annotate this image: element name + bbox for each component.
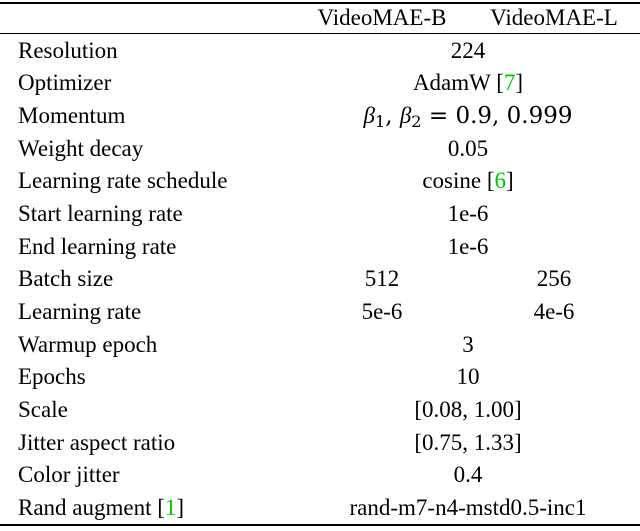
table-header-row: VideoMAE-B VideoMAE-L <box>0 0 640 34</box>
citation-link[interactable]: 6 <box>494 168 507 194</box>
row-name: Epochs <box>18 364 86 390</box>
row-value: 0.05 <box>447 135 489 161</box>
row-name: Learning rate <box>18 299 142 325</box>
table-row: Color jitter 0.4 <box>0 459 640 492</box>
row-value: [0.08, 1.00] <box>414 397 522 423</box>
row-value: 224 <box>450 37 486 63</box>
row-value: rand-m7-n4-mstd0.5-inc1 <box>349 495 587 521</box>
header-videomae-l: VideoMAE-L <box>490 5 618 30</box>
row-value-l: 256 <box>536 266 572 292</box>
header-videomae-b: VideoMAE-B <box>317 5 447 30</box>
row-value-l: 4e-6 <box>533 299 575 325</box>
table-row: Optimizer AdamW [7] <box>0 67 640 100</box>
table-row: Epochs 10 <box>0 361 640 394</box>
citation-link[interactable]: 1 <box>164 495 177 521</box>
row-name: Start learning rate <box>18 201 183 227</box>
table-row: Learning rate 5e-6 4e-6 <box>0 295 640 328</box>
row-name: Rand augment <box>18 495 152 521</box>
row-name: Learning rate schedule <box>18 168 228 194</box>
math-expression: β1, β2 = 0.9, 0.999 <box>363 102 573 131</box>
header-blank <box>0 0 296 34</box>
row-value-b: 5e-6 <box>361 299 403 325</box>
table-row: Batch size 512 256 <box>0 263 640 296</box>
row-value: 0.4 <box>453 462 483 488</box>
row-value: 1e-6 <box>447 233 489 259</box>
table-header-rule <box>0 33 640 34</box>
row-value: AdamW <box>412 70 491 96</box>
table-row: End learning rate 1e-6 <box>0 230 640 263</box>
table-row: Start learning rate 1e-6 <box>0 197 640 230</box>
table-row: Resolution 224 <box>0 34 640 67</box>
row-name: Momentum <box>18 103 126 129</box>
table-row: Rand augment [1] rand-m7-n4-mstd0.5-inc1 <box>0 491 640 524</box>
table-row: Scale [0.08, 1.00] <box>0 393 640 426</box>
row-value: cosine <box>422 168 482 194</box>
row-name: Batch size <box>18 266 114 292</box>
momentum-formula: β1, β2 = 0.9, 0.999 <box>296 99 640 132</box>
row-value: [0.75, 1.33] <box>414 429 522 455</box>
row-value-b: 512 <box>364 266 400 292</box>
row-name: Color jitter <box>18 462 120 488</box>
table-row: Weight decay 0.05 <box>0 132 640 165</box>
row-name: Warmup epoch <box>18 331 158 357</box>
row-name: End learning rate <box>18 233 177 259</box>
row-name: Optimizer <box>18 70 112 96</box>
table-bottom-rule <box>0 524 640 526</box>
row-name: Resolution <box>18 37 118 63</box>
table-row: Momentum β1, β2 = 0.9, 0.999 <box>0 99 640 132</box>
table-row: Warmup epoch 3 <box>0 328 640 361</box>
row-name: Weight decay <box>18 135 144 161</box>
row-value: 1e-6 <box>447 201 489 227</box>
row-value: 3 <box>462 331 474 357</box>
row-name-with-citation: Rand augment [1] <box>18 495 185 521</box>
citation-link[interactable]: 7 <box>503 70 516 96</box>
row-value-with-citation: cosine [6] <box>422 168 514 194</box>
row-name: Scale <box>18 397 68 423</box>
row-value-with-citation: AdamW [7] <box>412 70 524 96</box>
row-name: Jitter aspect ratio <box>18 429 176 455</box>
table-row: Jitter aspect ratio [0.75, 1.33] <box>0 426 640 459</box>
row-value: 10 <box>456 364 480 390</box>
table-row: Learning rate schedule cosine [6] <box>0 165 640 198</box>
table-top-rule <box>0 2 640 4</box>
